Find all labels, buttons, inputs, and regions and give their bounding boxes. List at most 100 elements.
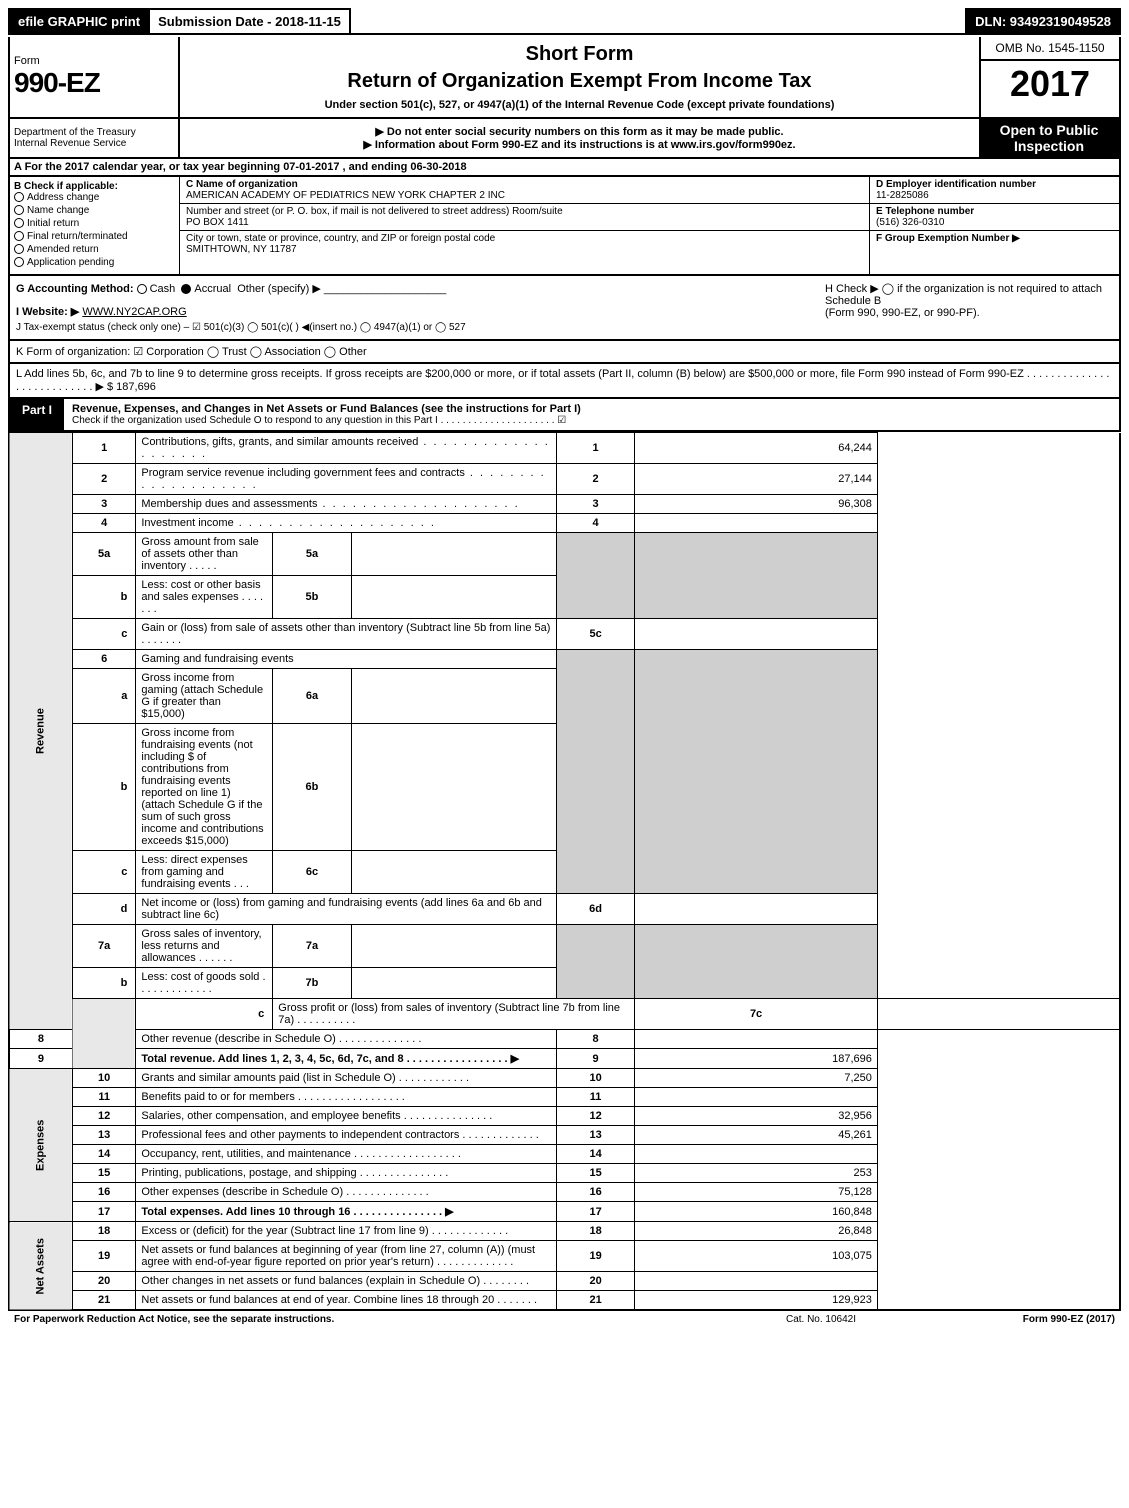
tax-exempt-row: J Tax-exempt status (check only one) – ☑… xyxy=(16,322,813,333)
table-row: 7a Gross sales of inventory, less return… xyxy=(9,925,1120,968)
page-footer: For Paperwork Reduction Act Notice, see … xyxy=(8,1311,1121,1328)
table-row: 9 Total revenue. Add lines 1, 2, 3, 4, 5… xyxy=(9,1049,1120,1069)
part-1-subtitle: Check if the organization used Schedule … xyxy=(72,415,1111,426)
chk-address-change[interactable]: Address change xyxy=(14,192,175,203)
tax-year: 2017 xyxy=(981,61,1119,107)
sections-ghij: G Accounting Method: Cash Accrual Other … xyxy=(8,276,1121,341)
instructions-area: ▶ Do not enter social security numbers o… xyxy=(180,119,979,157)
section-gij: G Accounting Method: Cash Accrual Other … xyxy=(10,276,819,339)
table-row: 17 Total expenses. Add lines 10 through … xyxy=(9,1202,1120,1222)
telephone-value: (516) 326-0310 xyxy=(876,217,944,228)
org-name-cell: C Name of organization AMERICAN ACADEMY … xyxy=(180,177,869,204)
open-to-public-box: Open to Public Inspection xyxy=(979,119,1119,157)
telephone-cell: E Telephone number (516) 326-0310 xyxy=(870,204,1119,231)
table-row: 13 Professional fees and other payments … xyxy=(9,1126,1120,1145)
department-box: Department of the Treasury Internal Reve… xyxy=(10,119,180,157)
line-value: 64,244 xyxy=(635,433,878,464)
dept-treasury: Department of the Treasury xyxy=(14,127,174,138)
table-row: Revenue 1 Contributions, gifts, grants, … xyxy=(9,433,1120,464)
section-h-line1: H Check ▶ ◯ if the organization is not r… xyxy=(825,282,1113,307)
form-prefix: Form xyxy=(14,55,174,67)
chk-initial-return[interactable]: Initial return xyxy=(14,218,175,229)
table-row: c Gross profit or (loss) from sales of i… xyxy=(9,999,1120,1030)
line-rnum: 1 xyxy=(556,433,634,464)
city-cell: City or town, state or province, country… xyxy=(180,231,869,257)
side-label-revenue: Revenue xyxy=(9,433,72,1030)
instr-line-2: ▶ Information about Form 990-EZ and its … xyxy=(200,138,959,151)
table-row: 12 Salaries, other compensation, and emp… xyxy=(9,1107,1120,1126)
chk-cash[interactable] xyxy=(137,284,147,294)
table-row: 5a Gross amount from sale of assets othe… xyxy=(9,533,1120,576)
ein-label: D Employer identification number xyxy=(876,179,1036,190)
table-row: Expenses 10 Grants and similar amounts p… xyxy=(9,1069,1120,1088)
part-1-header: Part I Revenue, Expenses, and Changes in… xyxy=(8,399,1121,432)
sections-bcdef: B Check if applicable: Address change Na… xyxy=(8,177,1121,276)
part-1-table: Revenue 1 Contributions, gifts, grants, … xyxy=(8,432,1121,1311)
org-name-label: C Name of organization xyxy=(186,179,298,190)
form-number: 990-EZ xyxy=(14,67,174,99)
chk-final-return[interactable]: Final return/terminated xyxy=(14,231,175,242)
table-row: 14 Occupancy, rent, utilities, and maint… xyxy=(9,1145,1120,1164)
inspection: Inspection xyxy=(979,138,1119,154)
table-row: 16 Other expenses (describe in Schedule … xyxy=(9,1183,1120,1202)
group-exemption-label: F Group Exemption Number ▶ xyxy=(876,233,1020,244)
table-row: d Net income or (loss) from gaming and f… xyxy=(9,894,1120,925)
footer-paperwork: For Paperwork Reduction Act Notice, see … xyxy=(8,1311,721,1328)
line-desc: Contributions, gifts, grants, and simila… xyxy=(136,433,557,464)
top-bar: efile GRAPHIC print Submission Date - 20… xyxy=(8,8,1121,35)
return-title: Return of Organization Exempt From Incom… xyxy=(190,70,969,93)
form-title-area: Short Form Return of Organization Exempt… xyxy=(180,37,979,117)
accounting-method-label: G Accounting Method: xyxy=(16,283,134,295)
footer-cat-no: Cat. No. 10642I xyxy=(721,1311,921,1328)
table-row: 11 Benefits paid to or for members . . .… xyxy=(9,1088,1120,1107)
section-def: D Employer identification number 11-2825… xyxy=(869,177,1119,274)
dept-irs: Internal Revenue Service xyxy=(14,138,174,149)
street-label: Number and street (or P. O. box, if mail… xyxy=(186,206,563,217)
table-row: 3 Membership dues and assessments 3 96,3… xyxy=(9,495,1120,514)
table-row: 15 Printing, publications, postage, and … xyxy=(9,1164,1120,1183)
chk-name-change[interactable]: Name change xyxy=(14,205,175,216)
group-exemption-cell: F Group Exemption Number ▶ xyxy=(870,231,1119,246)
chk-application-pending[interactable]: Application pending xyxy=(14,257,175,268)
side-label-expenses: Expenses xyxy=(9,1069,72,1222)
table-row: 21 Net assets or fund balances at end of… xyxy=(9,1291,1120,1311)
website-value[interactable]: WWW.NY2CAP.ORG xyxy=(82,306,186,318)
dln-label: DLN: 93492319049528 xyxy=(965,8,1121,35)
section-b-checkboxes: B Check if applicable: Address change Na… xyxy=(10,177,180,274)
part-1-title: Revenue, Expenses, and Changes in Net As… xyxy=(64,399,1119,430)
chk-accrual[interactable] xyxy=(181,284,191,294)
topbar-spacer xyxy=(351,8,965,35)
org-name-value: AMERICAN ACADEMY OF PEDIATRICS NEW YORK … xyxy=(186,190,505,201)
efile-print-button[interactable]: efile GRAPHIC print xyxy=(8,8,150,35)
section-k: K Form of organization: ☑ Corporation ◯ … xyxy=(8,341,1121,364)
telephone-label: E Telephone number xyxy=(876,206,974,217)
under-section-text: Under section 501(c), 527, or 4947(a)(1)… xyxy=(190,99,969,111)
short-form-title: Short Form xyxy=(190,43,969,66)
accounting-method-row: G Accounting Method: Cash Accrual Other … xyxy=(16,282,813,295)
section-b-label: B Check if applicable: xyxy=(14,181,175,192)
table-row: 2 Program service revenue including gove… xyxy=(9,464,1120,495)
open-to-public: Open to Public xyxy=(979,122,1119,138)
ein-cell: D Employer identification number 11-2825… xyxy=(870,177,1119,204)
instr-line-1: ▶ Do not enter social security numbers o… xyxy=(200,125,959,138)
table-row: c Gain or (loss) from sale of assets oth… xyxy=(9,619,1120,650)
city-label: City or town, state or province, country… xyxy=(186,233,495,244)
other-specify: Other (specify) ▶ xyxy=(237,283,321,295)
chk-amended-return[interactable]: Amended return xyxy=(14,244,175,255)
section-l-text: L Add lines 5b, 6c, and 7b to line 9 to … xyxy=(16,368,1109,393)
side-label-revenue-cont xyxy=(72,999,135,1069)
section-c: C Name of organization AMERICAN ACADEMY … xyxy=(180,177,869,274)
table-row: 4 Investment income 4 xyxy=(9,514,1120,533)
year-box: OMB No. 1545-1150 2017 xyxy=(979,37,1119,117)
city-value: SMITHTOWN, NY 11787 xyxy=(186,244,297,255)
section-a-tax-year: A For the 2017 calendar year, or tax yea… xyxy=(8,159,1121,177)
submission-date: Submission Date - 2018-11-15 xyxy=(150,8,351,35)
part-1-tab: Part I xyxy=(10,399,64,430)
omb-number: OMB No. 1545-1150 xyxy=(981,37,1119,61)
form-header-2: Department of the Treasury Internal Reve… xyxy=(8,119,1121,159)
street-cell: Number and street (or P. O. box, if mail… xyxy=(180,204,869,231)
table-row: 6 Gaming and fundraising events xyxy=(9,650,1120,669)
ein-value: 11-2825086 xyxy=(876,190,929,201)
section-h-line2: (Form 990, 990-EZ, or 990-PF). xyxy=(825,307,1113,319)
footer-form-no: Form 990-EZ (2017) xyxy=(921,1311,1121,1328)
